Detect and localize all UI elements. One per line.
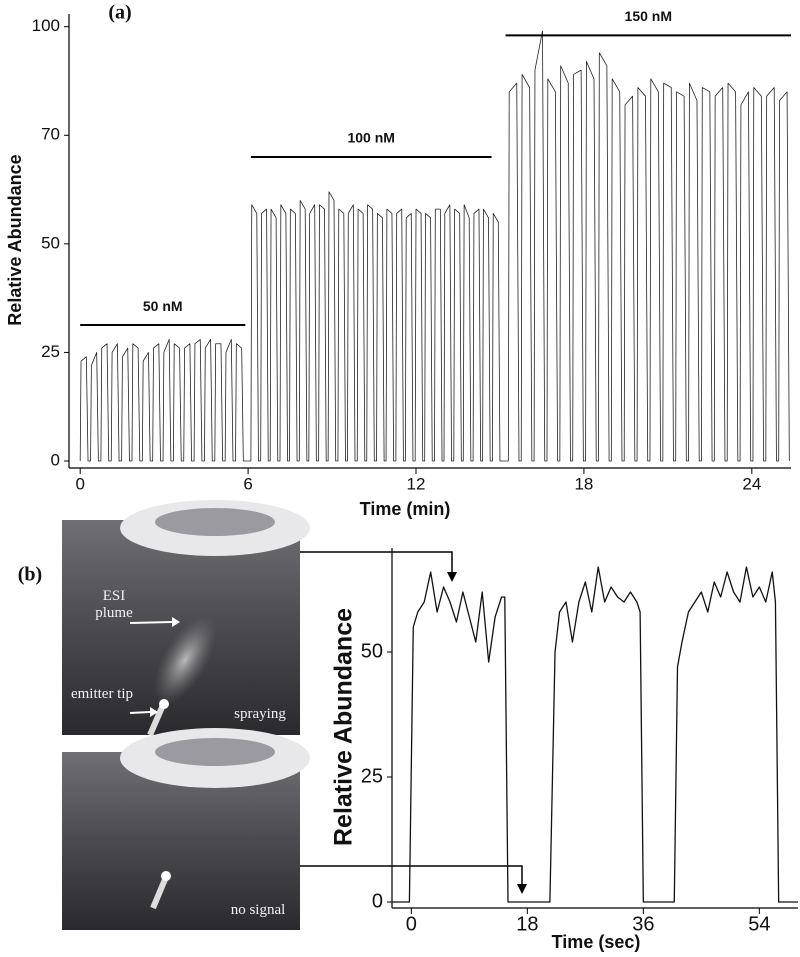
concentration-label: 150 nM: [625, 8, 672, 24]
x-tick-label: 6: [243, 474, 252, 493]
x-tick-label: 54: [748, 913, 770, 935]
photo-caption: spraying: [234, 706, 286, 722]
photo-label: emitter tip: [70, 686, 134, 702]
photo-no-signal: [62, 728, 310, 930]
photo-caption: no signal: [230, 902, 286, 918]
concentration-label: 50 nM: [143, 298, 183, 314]
x-tick-label: 24: [742, 474, 761, 493]
y-axis-label: Relative Abundance: [5, 154, 25, 325]
photo-label: ESI plume: [95, 588, 133, 621]
y-tick-label: 0: [51, 450, 60, 469]
y-axis-label: Relative Abundance: [330, 608, 358, 846]
photo-spraying: [62, 500, 310, 737]
data-line: [392, 566, 798, 903]
y-tick-label: 25: [361, 765, 383, 787]
x-tick-label: 12: [407, 474, 426, 493]
x-tick-label: 36: [632, 913, 654, 935]
x-tick-label: 0: [406, 913, 417, 935]
panel-label: (a): [108, 2, 131, 24]
y-tick-label: 0: [372, 890, 383, 912]
y-tick-label: 70: [41, 125, 60, 144]
y-tick-label: 25: [41, 342, 60, 361]
data-line: [79, 30, 790, 462]
x-tick-label: 18: [516, 913, 538, 935]
connector-arrows: [300, 551, 527, 894]
x-tick-label: 18: [574, 474, 593, 493]
x-tick-label: 0: [75, 474, 84, 493]
y-tick-label: 50: [361, 640, 383, 662]
panel-label: (b): [18, 564, 42, 586]
concentration-label: 100 nM: [347, 130, 394, 146]
y-tick-label: 50: [41, 233, 60, 252]
y-tick-label: 100: [32, 16, 60, 35]
x-axis-label: Time (sec): [552, 932, 641, 952]
x-axis-label: Time (min): [360, 499, 451, 519]
